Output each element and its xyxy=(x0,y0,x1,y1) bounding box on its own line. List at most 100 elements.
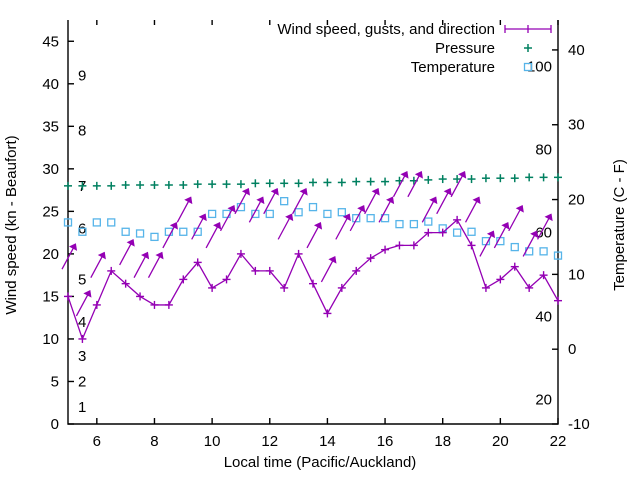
wind-speed-point xyxy=(164,300,173,309)
y-tick-label: 40 xyxy=(42,76,59,93)
x-tick-label: 10 xyxy=(204,433,221,450)
pressure-point xyxy=(381,177,390,186)
wind-speed-point xyxy=(323,309,332,318)
pressure-point xyxy=(179,181,188,190)
wind-gust-arrow xyxy=(392,170,409,198)
temperature-point xyxy=(121,227,130,236)
pressure-point xyxy=(265,179,274,188)
wind-speed-point xyxy=(193,258,202,267)
temperature-point xyxy=(424,217,433,226)
chart-legend: Wind speed, gusts, and direction Pressure… xyxy=(277,21,552,76)
wind-speed-point xyxy=(150,300,159,309)
x-tick-label: 20 xyxy=(492,433,509,450)
wind-speed-point xyxy=(496,275,505,284)
temperature-point xyxy=(308,202,318,212)
wind-gust-arrow xyxy=(147,251,164,278)
pressure-point xyxy=(510,174,519,183)
x-tick-label: 14 xyxy=(319,433,336,450)
beaufort-label: 1 xyxy=(78,399,86,416)
wind-speed-point xyxy=(309,279,317,288)
fahrenheit-label: 80 xyxy=(535,141,552,158)
wind-speed-point xyxy=(510,262,519,271)
pressure-point xyxy=(64,181,72,190)
wind-gust-arrow xyxy=(234,187,251,215)
y-tick-label: 45 xyxy=(42,33,59,50)
wind-speed-point xyxy=(265,266,274,275)
wind-speed-point xyxy=(92,300,101,309)
wind-speed-point xyxy=(481,283,490,292)
wind-gust-arrow xyxy=(248,196,265,223)
wind-gust-arrow xyxy=(219,205,236,232)
pressure-point xyxy=(136,181,145,190)
x-tick-label: 12 xyxy=(261,433,278,450)
wind-gust-arrow xyxy=(61,243,78,270)
wind-speed-point xyxy=(409,241,418,250)
wind-gust-arrow xyxy=(320,256,337,283)
pressure-point xyxy=(366,177,375,186)
temperature-point xyxy=(467,227,476,236)
temperature-point xyxy=(452,228,462,237)
beaufort-label: 9 xyxy=(78,67,86,84)
wind-gust-arrow xyxy=(90,251,106,278)
beaufort-label: 2 xyxy=(78,373,86,390)
pressure-point xyxy=(208,180,217,189)
series-wind-gusts-direction xyxy=(61,170,553,317)
y-right-tick-label: -10 xyxy=(568,416,590,433)
temperature-point xyxy=(150,232,159,242)
y-tick-label: 30 xyxy=(42,161,59,178)
wind-gust-arrow xyxy=(335,213,351,240)
y-right-tick-label: 30 xyxy=(568,117,585,134)
fahrenheit-label: 40 xyxy=(535,308,552,325)
legend-label: Pressure xyxy=(435,40,495,57)
plot-frame xyxy=(67,20,559,425)
pressure-point xyxy=(251,179,260,188)
temperature-point xyxy=(135,229,145,238)
axis-frame xyxy=(67,20,559,425)
temperature-point xyxy=(352,214,361,223)
beaufort-label: 3 xyxy=(78,348,86,365)
wind-gust-arrow xyxy=(292,187,308,215)
wind-speed-point xyxy=(64,292,72,301)
wind-gust-arrow xyxy=(378,196,395,223)
y-axis-ticks: 0 5 10 15 20 25 30 35 40 45 xyxy=(42,33,74,433)
wind-gust-arrow xyxy=(306,222,323,249)
y-tick-label: 5 xyxy=(51,373,59,390)
temperature-point xyxy=(323,209,332,219)
wind-gust-arrow xyxy=(75,290,92,317)
beaufort-label: 4 xyxy=(78,314,86,331)
wind-speed-point xyxy=(236,249,245,258)
fahrenheit-label: 20 xyxy=(535,391,552,408)
pressure-point xyxy=(424,175,433,184)
temperature-point xyxy=(409,219,419,229)
wind-speed-point xyxy=(467,241,476,250)
wind-gust-arrow xyxy=(508,205,524,232)
wind-speed-point xyxy=(337,283,346,292)
pressure-point xyxy=(438,175,447,184)
series-temperature xyxy=(63,197,563,260)
y-right-tick-label: 20 xyxy=(568,192,585,209)
legend-marker-temperature xyxy=(523,62,533,72)
x-tick-label: 22 xyxy=(550,433,567,450)
wind-speed-point xyxy=(424,228,433,237)
wind-speed-point xyxy=(78,334,87,343)
wind-gust-arrow xyxy=(450,170,467,198)
wind-speed-point xyxy=(554,296,562,305)
x-tick-label: 16 xyxy=(377,433,394,450)
wind-gust-arrow xyxy=(191,213,207,240)
wind-speed-point xyxy=(280,283,289,292)
legend-label: Temperature xyxy=(411,59,495,76)
wind-gust-arrow xyxy=(205,222,222,249)
y-right-tick-label: 0 xyxy=(568,341,576,358)
x-axis-title: Local time (Pacific/Auckland) xyxy=(224,454,417,471)
legend-label: Wind speed, gusts, and direction xyxy=(277,21,495,38)
pressure-point xyxy=(453,175,462,184)
temperature-point xyxy=(92,218,101,227)
y-tick-label: 0 xyxy=(51,416,59,433)
series-pressure xyxy=(64,173,562,190)
wind-gust-arrow xyxy=(263,187,279,215)
temperature-point xyxy=(280,197,289,206)
y-right-tick-label: 40 xyxy=(568,42,585,59)
